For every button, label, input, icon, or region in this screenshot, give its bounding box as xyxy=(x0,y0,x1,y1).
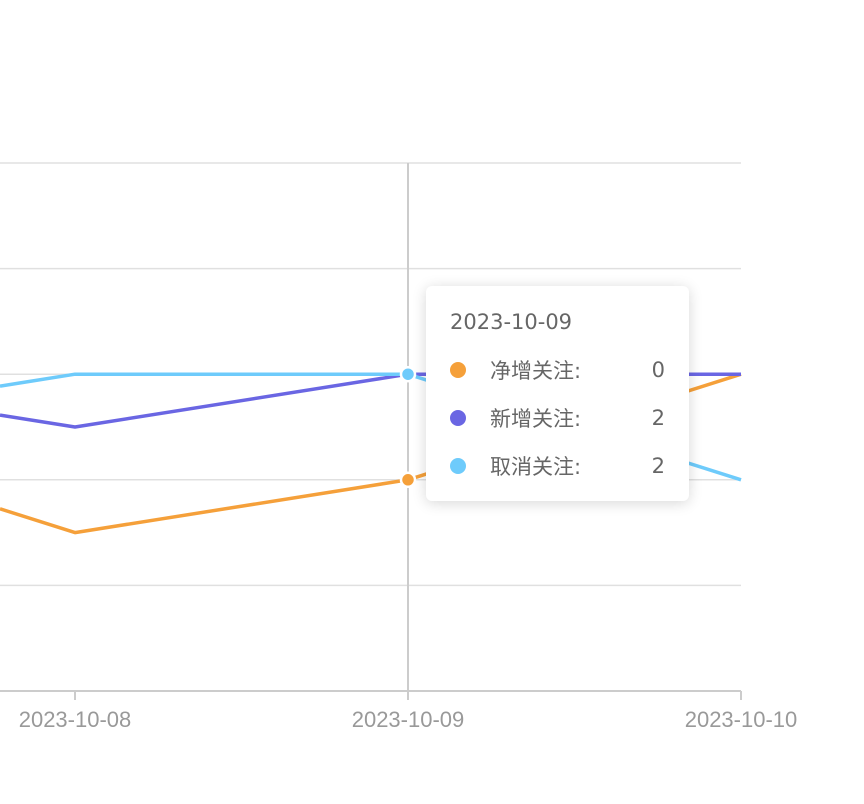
tooltip-series-name: 净增关注: xyxy=(490,359,582,383)
chart-tooltip: 2023-10-09 净增关注: 0 新增关注: 2 取消关注: 2 xyxy=(426,286,689,501)
data-point-marker xyxy=(399,365,417,383)
tooltip-series-value: 0 xyxy=(651,358,665,382)
series-color-dot xyxy=(450,410,466,426)
x-tick-label: 2023-10-08 xyxy=(19,707,132,732)
data-point-marker xyxy=(399,471,417,489)
tooltip-series-value: 2 xyxy=(651,406,665,430)
tooltip-series-name: 取消关注: xyxy=(490,455,582,479)
series-color-dot xyxy=(450,362,466,378)
tooltip-title: 2023-10-09 xyxy=(450,310,573,334)
tooltip-row: 净增关注: 0 xyxy=(450,356,665,384)
tooltip-row: 新增关注: 2 xyxy=(450,404,665,432)
tooltip-row: 取消关注: 2 xyxy=(450,452,665,480)
series-color-dot xyxy=(450,458,466,474)
tooltip-series-value: 2 xyxy=(651,454,665,478)
x-tick-label: 2023-10-10 xyxy=(685,707,798,732)
hover-markers xyxy=(399,365,417,489)
x-tick-label: 2023-10-09 xyxy=(352,707,465,732)
x-axis: 2023-10-08 2023-10-09 2023-10-10 xyxy=(0,690,798,732)
tooltip-series-name: 新增关注: xyxy=(490,407,582,431)
